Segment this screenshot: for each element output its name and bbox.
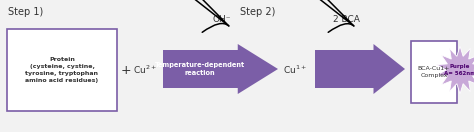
- Text: +: +: [121, 63, 131, 77]
- Text: 2 BCA: 2 BCA: [333, 15, 359, 25]
- Text: Protein
(cysteine, cystine,
tyrosine, tryptophan
amino acid residues): Protein (cysteine, cystine, tyrosine, tr…: [26, 57, 99, 83]
- Text: Cu$^{2+}$: Cu$^{2+}$: [133, 64, 157, 76]
- Polygon shape: [163, 44, 278, 94]
- Text: Cu$^{1+}$: Cu$^{1+}$: [283, 64, 307, 76]
- FancyBboxPatch shape: [411, 41, 457, 103]
- Polygon shape: [315, 44, 405, 94]
- FancyBboxPatch shape: [7, 29, 117, 111]
- Text: Step 2): Step 2): [240, 7, 275, 17]
- Text: Step 1): Step 1): [8, 7, 43, 17]
- Text: BCA-Cu1+
Complex: BCA-Cu1+ Complex: [418, 66, 450, 78]
- Text: OH⁻: OH⁻: [213, 15, 231, 25]
- Text: Temperature-dependent
reaction: Temperature-dependent reaction: [155, 62, 245, 76]
- Text: Purple
A= 562nm: Purple A= 562nm: [444, 64, 474, 76]
- Polygon shape: [437, 46, 474, 94]
